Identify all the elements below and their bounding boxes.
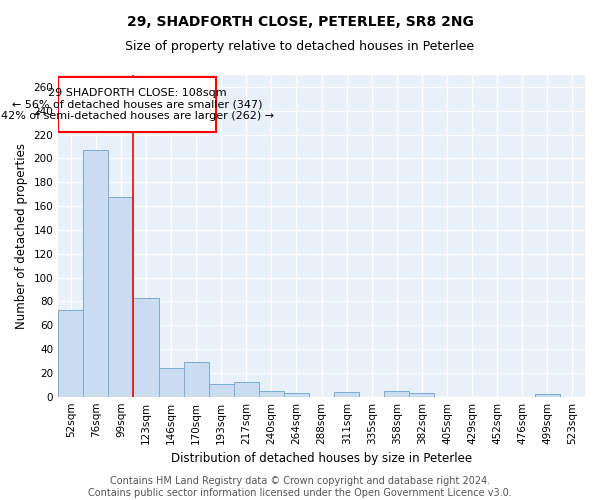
Bar	[334, 392, 359, 396]
Bar	[234, 382, 259, 396]
X-axis label: Distribution of detached houses by size in Peterlee: Distribution of detached houses by size …	[171, 452, 472, 465]
Text: 29, SHADFORTH CLOSE, PETERLEE, SR8 2NG: 29, SHADFORTH CLOSE, PETERLEE, SR8 2NG	[127, 15, 473, 29]
Text: Contains HM Land Registry data © Crown copyright and database right 2024.
Contai: Contains HM Land Registry data © Crown c…	[88, 476, 512, 498]
Y-axis label: Number of detached properties: Number of detached properties	[15, 143, 28, 329]
Bar	[158, 368, 184, 396]
Text: Size of property relative to detached houses in Peterlee: Size of property relative to detached ho…	[125, 40, 475, 53]
Bar	[184, 362, 209, 396]
Bar	[535, 394, 560, 396]
Bar	[109, 196, 133, 396]
Bar	[58, 310, 83, 396]
Bar	[409, 393, 434, 396]
Bar	[209, 384, 234, 396]
FancyBboxPatch shape	[58, 78, 216, 132]
Bar	[259, 390, 284, 396]
Text: 29 SHADFORTH CLOSE: 108sqm
← 56% of detached houses are smaller (347)
42% of sem: 29 SHADFORTH CLOSE: 108sqm ← 56% of deta…	[1, 88, 274, 122]
Bar	[284, 393, 309, 396]
Bar	[83, 150, 109, 396]
Bar	[385, 390, 409, 396]
Bar	[133, 298, 158, 396]
